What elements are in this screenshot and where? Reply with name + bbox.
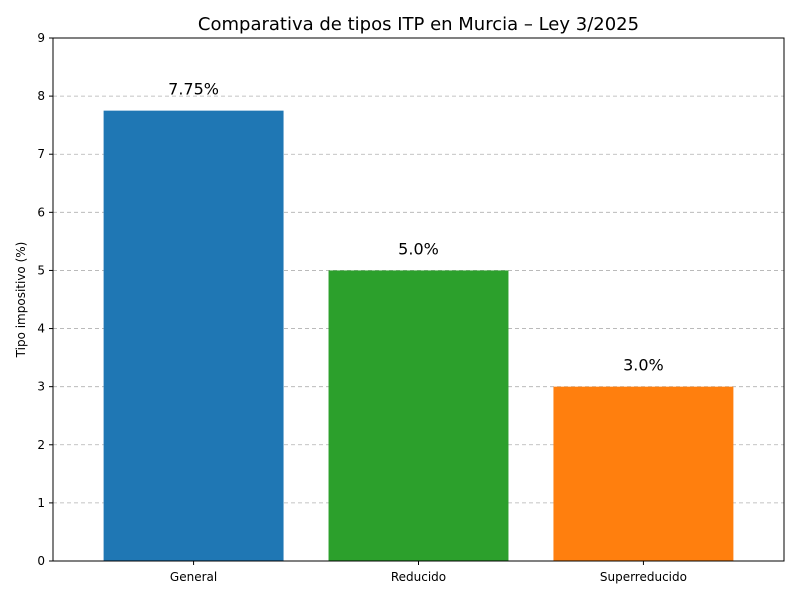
y-tick-label: 1 [37,496,45,510]
y-tick-label: 2 [37,438,45,452]
y-tick-label: 4 [37,322,45,336]
chart-title: Comparativa de tipos ITP en Murcia – Ley… [198,14,639,35]
x-tick-label: Superreducido [600,570,687,584]
bar-general [103,110,284,561]
bar-superreducido [553,386,734,561]
y-tick-label: 8 [37,89,45,103]
y-axis-ticks: 0 1 2 3 4 5 6 7 8 9 [37,31,53,568]
y-tick-label: 5 [37,263,45,277]
y-tick-label: 0 [37,554,45,568]
data-label: 3.0% [623,356,664,375]
y-tick-label: 3 [37,380,45,394]
data-labels: 7.75% 5.0% 3.0% [168,80,664,375]
y-axis-label: Tipo impositivo (%) [14,242,28,359]
y-tick-label: 7 [37,147,45,161]
x-tick-label: General [170,570,217,584]
y-tick-label: 6 [37,205,45,219]
x-axis-ticks: General Reducido Superreducido [170,561,687,584]
y-tick-label: 9 [37,31,45,45]
data-label: 5.0% [398,239,439,258]
data-label: 7.75% [168,80,219,99]
bar-reducido [328,270,509,561]
x-tick-label: Reducido [391,570,446,584]
bars [103,110,734,561]
